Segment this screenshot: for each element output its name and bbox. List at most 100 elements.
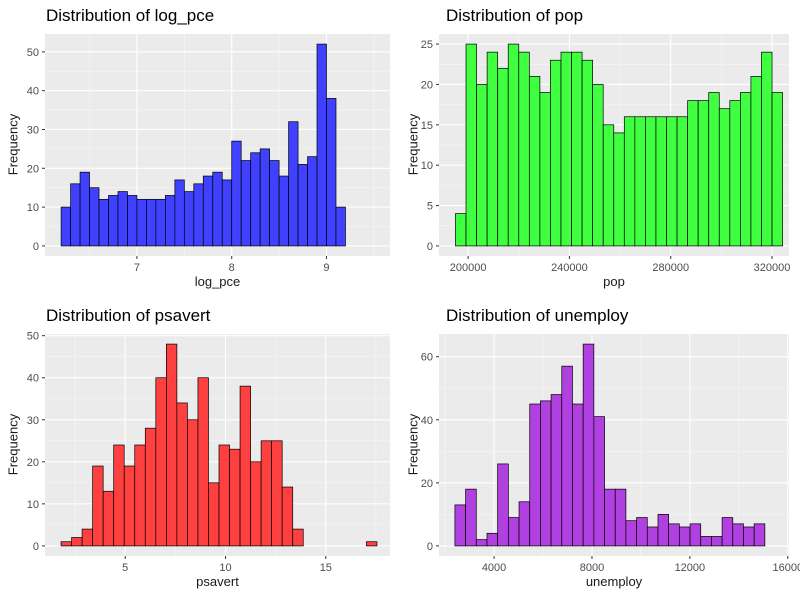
histogram-bar — [70, 183, 81, 247]
y-tick-label: 10 — [27, 202, 39, 214]
histogram-bar — [366, 541, 378, 547]
histogram-bar — [108, 195, 119, 247]
histogram-bar — [486, 532, 499, 547]
histogram-bar — [197, 377, 209, 547]
y-tick-label: 30 — [27, 415, 39, 427]
histogram-bar — [271, 440, 283, 547]
x-axis-label: psavert — [196, 574, 239, 589]
histogram-bar — [465, 488, 477, 547]
histogram-bar — [540, 400, 552, 547]
histogram-bar — [561, 365, 573, 547]
histogram-bar — [550, 394, 563, 547]
x-tick-label: 4000 — [482, 562, 506, 574]
histogram-bar — [292, 528, 304, 547]
histogram-bar — [571, 51, 583, 247]
chart-title: Distribution of psavert — [46, 306, 211, 325]
histogram-bar — [81, 528, 93, 547]
histogram-bar — [269, 160, 280, 247]
x-tick-label: 7 — [134, 262, 140, 274]
histogram-bar — [518, 501, 531, 547]
histogram-bar — [528, 76, 541, 247]
histogram-bar — [539, 92, 551, 247]
histogram-bar — [623, 116, 636, 247]
histogram-bar — [740, 92, 752, 247]
histogram-bar — [711, 536, 723, 547]
histogram-bar — [326, 98, 337, 247]
histogram-bar — [134, 444, 146, 547]
histogram-bar — [560, 51, 572, 247]
chart-panel-psavert: Distribution of psavert 5 10 15 0 10 20 30 40 50… — [0, 300, 400, 600]
histogram-bar — [165, 195, 176, 247]
histogram-bar — [761, 51, 773, 247]
histogram-bar — [613, 132, 625, 247]
y-tick-label: 10 — [421, 160, 433, 172]
histogram-bar — [123, 465, 136, 547]
histogram-bar — [183, 191, 195, 247]
histogram-bar — [278, 175, 289, 247]
histogram-bar — [102, 490, 115, 547]
histogram-bar — [155, 377, 167, 547]
y-tick-label: 40 — [27, 86, 39, 98]
histogram-bar — [79, 171, 90, 247]
histogram-bar — [89, 187, 100, 247]
histogram-bar — [708, 92, 720, 247]
chart-title: Distribution of unemploy — [446, 306, 629, 325]
x-axis-label: log_pce — [194, 274, 241, 289]
x-tick-label: 9 — [323, 262, 329, 274]
histogram-bar — [582, 343, 595, 547]
histogram-bar — [221, 179, 233, 247]
histogram-bar — [497, 67, 509, 247]
y-tick-label: 20 — [27, 163, 39, 175]
y-tick-label: 0 — [427, 241, 433, 253]
y-tick-label: 0 — [33, 241, 39, 253]
x-axis-label: pop — [603, 274, 625, 289]
y-tick-label: 50 — [27, 47, 39, 59]
histogram-bar — [475, 539, 488, 547]
plot-area-log-pce: 7 8 9 0 10 20 30 40 50 — [27, 34, 390, 274]
histogram-bar — [602, 124, 615, 247]
histogram-bar — [634, 116, 646, 247]
x-tick-label: 8000 — [580, 562, 604, 574]
histogram-bar — [208, 482, 220, 547]
histogram-bar — [718, 108, 731, 247]
histogram-bar — [668, 523, 680, 547]
histogram-bar — [250, 152, 261, 247]
histogram-bar — [202, 175, 214, 247]
histogram-bar — [187, 419, 199, 547]
y-axis-label: Frequency — [405, 413, 421, 476]
histogram-bar — [729, 100, 741, 247]
histogram-bar — [98, 198, 109, 247]
y-tick-label: 40 — [27, 373, 39, 385]
histogram-bar — [771, 92, 783, 247]
histogram-bar — [666, 116, 678, 247]
y-tick-label: 20 — [421, 478, 433, 490]
histogram-bar — [60, 206, 71, 247]
histogram-bar — [476, 84, 488, 247]
histogram-bar — [239, 385, 251, 547]
histogram-bar — [71, 537, 83, 547]
y-axis-label: Frequency — [5, 413, 21, 476]
histogram-bar — [518, 51, 530, 247]
x-tick-label: 5 — [122, 562, 128, 574]
histogram-bar — [689, 523, 702, 547]
y-tick-label: 10 — [27, 499, 39, 511]
histogram-bar — [307, 156, 318, 247]
histogram-bar — [113, 444, 125, 547]
histogram-bar — [486, 51, 499, 247]
y-tick-label: 5 — [427, 201, 433, 213]
histogram-bar — [316, 43, 327, 247]
y-tick-label: 0 — [33, 541, 39, 553]
histogram-bar — [281, 486, 294, 547]
histogram-bar — [572, 403, 584, 547]
x-tick-label: 12000 — [675, 562, 706, 574]
y-tick-label: 20 — [421, 79, 433, 91]
histogram-bar — [144, 427, 157, 547]
histogram-bar — [176, 402, 188, 547]
histogram-bar — [625, 520, 637, 547]
histogram-bar — [193, 183, 204, 247]
y-axis-label: Frequency — [5, 113, 21, 176]
histogram-bar — [646, 526, 659, 547]
histogram-bar — [636, 517, 648, 547]
x-tick-label: 320000 — [754, 262, 791, 274]
y-tick-label: 15 — [421, 120, 433, 132]
